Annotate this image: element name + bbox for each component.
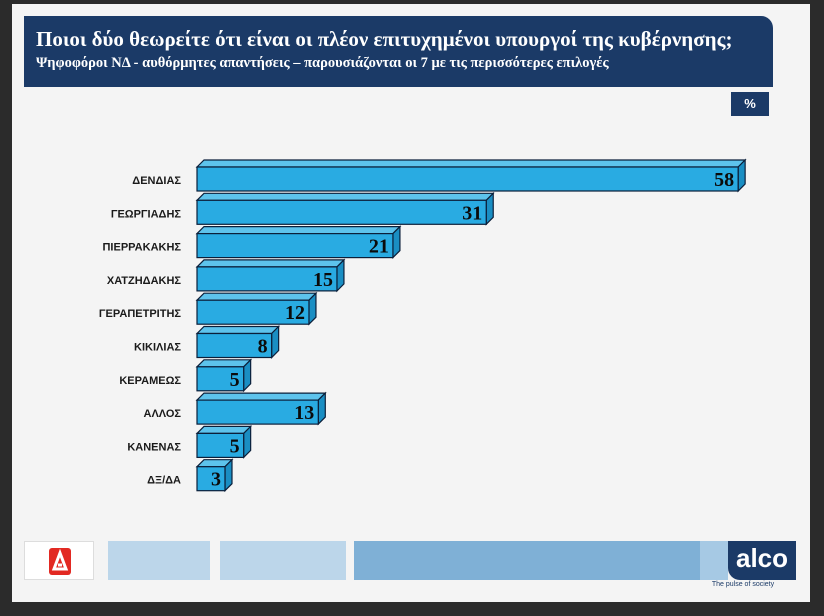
bar-top: [195, 192, 495, 201]
alpha-news-logo: [24, 541, 94, 580]
category-label: ΧΑΤΖΗΔΑΚΗΣ: [107, 275, 181, 287]
data-label: 8: [258, 336, 268, 358]
data-label: 13: [294, 402, 314, 424]
chart-subtitle: Ψηφοφόροι ΝΔ - αυθόρμητες απαντήσεις – π…: [36, 55, 609, 71]
bar-group: 3 ΔΞ/ΔΑ: [147, 458, 234, 493]
bar: [196, 199, 487, 225]
category-label: ΠΙΕΡΡΑΚΑΚΗΣ: [102, 242, 181, 254]
alco-logo: alco: [728, 541, 796, 580]
data-label: 5: [230, 369, 240, 391]
header-banner: Ποιοι δύο θεωρείτε ότι είναι οι πλέον επ…: [24, 16, 773, 87]
category-label: ΑΛΛΟΣ: [144, 408, 182, 420]
bar-group: 8 ΚΙΚΙΛΙΑΣ: [134, 325, 281, 359]
slide: [12, 4, 810, 602]
bar-group: 12 ΓΕΡΑΠΕΤΡΙΤΗΣ: [99, 291, 318, 326]
category-label: ΓΕΡΑΠΕΤΡΙΤΗΣ: [99, 308, 181, 320]
bar: [196, 432, 245, 458]
bar: [196, 399, 319, 425]
category-label: ΚΙΚΙΛΙΑΣ: [134, 342, 181, 354]
bar-top: [195, 359, 253, 368]
bar: [196, 299, 310, 325]
category-label: ΔΞ/ΔΑ: [147, 475, 181, 487]
category-label: ΓΕΩΡΓΙΑΔΗΣ: [111, 208, 182, 220]
footer-strip: [354, 541, 700, 580]
bar-top: [195, 425, 253, 434]
data-label: 3: [211, 469, 221, 491]
data-label: 5: [230, 435, 240, 457]
bar-group: 31 ΓΕΩΡΓΙΑΔΗΣ: [111, 191, 495, 226]
bar: [196, 233, 394, 259]
footer-strip: [220, 541, 346, 580]
alco-tagline: The pulse of society: [711, 581, 775, 588]
bar-top: [195, 226, 402, 235]
bar: [196, 466, 226, 492]
footer-strip: [108, 541, 210, 580]
bar-group: 15 ΧΑΤΖΗΔΑΚΗΣ: [107, 258, 346, 293]
bar-top: [195, 259, 346, 268]
bar: [196, 332, 273, 359]
data-label: 58: [714, 169, 734, 191]
bar-top: [195, 325, 281, 335]
bar-group: 21 ΠΙΕΡΡΑΚΑΚΗΣ: [102, 225, 402, 260]
chart-title: Ποιοι δύο θεωρείτε ότι είναι οι πλέον επ…: [36, 27, 733, 51]
data-label: 21: [369, 236, 389, 258]
data-label: 12: [285, 302, 305, 324]
bar-group: 58 ΔΕΝΔΙΑΣ: [132, 158, 747, 193]
bar-group: 13 ΑΛΛΟΣ: [144, 391, 327, 426]
category-label: ΔΕΝΔΙΑΣ: [132, 175, 181, 187]
category-label: ΚΑΝΕΝΑΣ: [127, 441, 181, 453]
data-label: 31: [462, 202, 482, 224]
bar-group: 5 ΚΕΡΑΜΕΩΣ: [119, 358, 253, 393]
bar: [196, 366, 245, 392]
bar-top: [195, 159, 747, 168]
bar: [196, 166, 739, 192]
bar-top: [195, 392, 327, 401]
footer-strip: [700, 541, 728, 580]
alpha-logo-icon: [49, 548, 71, 575]
data-label: 15: [313, 269, 333, 291]
bar-top: [195, 292, 318, 301]
category-label: ΚΕΡΑΜΕΩΣ: [119, 375, 181, 387]
bar: [196, 266, 338, 292]
unit-badge: %: [731, 92, 769, 116]
bar-group: 5 ΚΑΝΕΝΑΣ: [127, 424, 253, 459]
